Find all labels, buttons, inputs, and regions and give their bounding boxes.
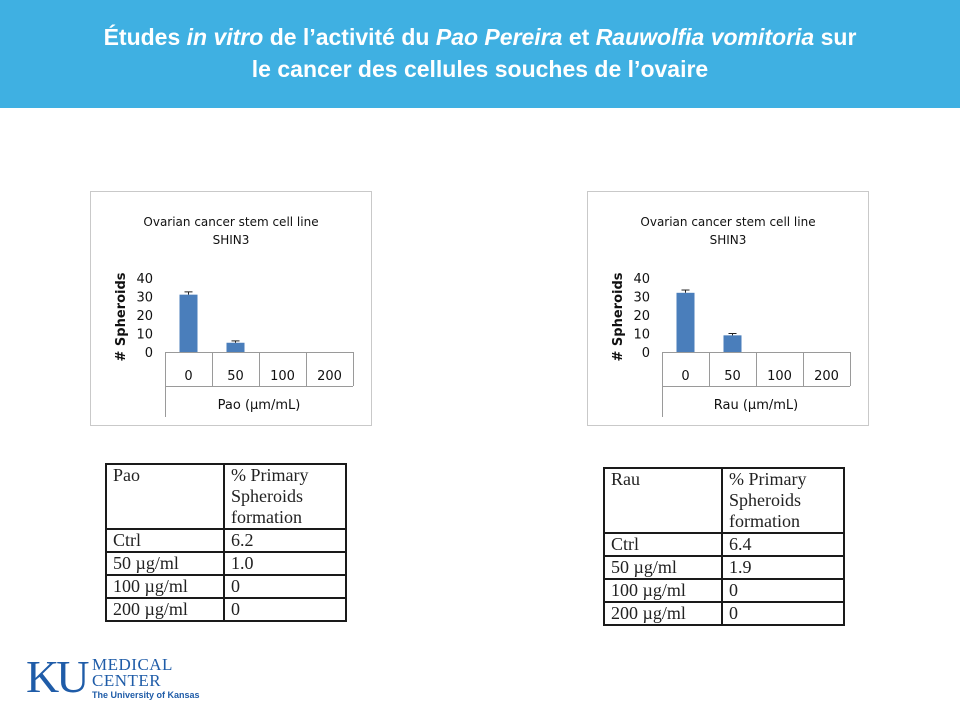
spheroid-formation-cell: 0 (721, 601, 845, 626)
table-header-row: Rau% Primary Spheroids formation (603, 467, 845, 534)
y-axis-label: # Spheroids (114, 272, 129, 361)
x-tick-label: 0 (184, 369, 192, 384)
y-tick-label: 40 (136, 272, 153, 287)
treatment-column-header: Rau (603, 467, 723, 534)
treatment-cell: 100 µg/ml (603, 578, 723, 603)
y-tick-label: 10 (136, 328, 153, 343)
spheroid-formation-cell: 6.2 (223, 528, 347, 553)
spheroid-formation-cell: 0 (223, 574, 347, 599)
pao-chart-panel: Ovarian cancer stem cell line SHIN3 0 10 20 3… (90, 191, 372, 426)
y-tick-label: 0 (145, 346, 153, 361)
y-tick-label: 10 (633, 328, 650, 343)
ku-logo-mark: KU (26, 651, 89, 702)
x-axis-label: Pao (µm/mL) (218, 398, 301, 413)
y-tick-label: 0 (642, 346, 650, 361)
y-tick-label: 30 (136, 291, 153, 306)
spheroid-formation-cell: 1.0 (223, 551, 347, 576)
y-tick-label: 20 (136, 309, 153, 324)
spheroid-formation-cell: 0 (721, 578, 845, 603)
table-row: 50 µg/ml 1.9 (603, 555, 845, 580)
rau-spheroid-table: Rau% Primary Spheroids formation Ctrl 6.4 5… (603, 467, 845, 626)
x-axis-label: Rau (µm/mL) (714, 398, 798, 413)
spheroid-formation-cell: 1.9 (721, 555, 845, 580)
rau-chart-panel: Ovarian cancer stem cell line SHIN3 0 10 20 3… (587, 191, 869, 426)
x-tick-label: 200 (814, 369, 839, 384)
chart-subtitle: SHIN3 (213, 233, 250, 247)
y-axis-label: # Spheroids (611, 272, 626, 361)
x-tick-label: 50 (724, 369, 741, 384)
treatment-cell: 50 µg/ml (105, 551, 225, 576)
treatment-cell: 200 µg/ml (105, 597, 225, 622)
y-tick-label: 20 (633, 309, 650, 324)
ku-medical-center-logo: KU MEDICAL CENTER The University of Kans… (26, 651, 206, 704)
x-tick-label: 50 (227, 369, 244, 384)
bar (179, 294, 198, 352)
logo-wordmark: MEDICAL CENTER (92, 655, 173, 690)
x-tick-label: 0 (681, 369, 689, 384)
table-row: Ctrl 6.2 (105, 528, 347, 553)
treatment-cell: 100 µg/ml (105, 574, 225, 599)
treatment-cell: 50 µg/ml (603, 555, 723, 580)
chart-title: Ovarian cancer stem cell line (640, 215, 815, 229)
table-row: 50 µg/ml 1.0 (105, 551, 347, 576)
x-tick-label: 100 (270, 369, 295, 384)
table-row: Ctrl 6.4 (603, 532, 845, 557)
title-banner: Études in vitro de l’activité du Pao Per… (0, 0, 960, 108)
chart-title: Ovarian cancer stem cell line (143, 215, 318, 229)
pao-spheroid-table: Pao% Primary Spheroids formation Ctrl 6.2 5… (105, 463, 347, 622)
bar (226, 342, 245, 352)
y-tick-label: 30 (633, 291, 650, 306)
treatment-cell: Ctrl (105, 528, 225, 553)
page-title-line-1: Études in vitro de l’activité du Pao Per… (103, 24, 857, 50)
table-row: 200 µg/ml 0 (105, 597, 347, 622)
spheroid-formation-cell: 0 (223, 597, 347, 622)
bar-chart: Ovarian cancer stem cell line SHIN3 0 10 20 3… (611, 215, 851, 417)
spheroid-formation-cell: 6.4 (721, 532, 845, 557)
bar (723, 335, 742, 352)
table-row: 100 µg/ml 0 (603, 578, 845, 603)
chart-subtitle: SHIN3 (710, 233, 747, 247)
spheroid-formation-column-header: % Primary Spheroids formation (223, 463, 347, 530)
x-tick-label: 100 (767, 369, 792, 384)
table-row: 200 µg/ml 0 (603, 601, 845, 626)
treatment-cell: Ctrl (603, 532, 723, 557)
logo-university-name: The University of Kansas (92, 690, 200, 700)
treatment-column-header: Pao (105, 463, 225, 530)
spheroid-formation-column-header: % Primary Spheroids formation (721, 467, 845, 534)
table-row: 100 µg/ml 0 (105, 574, 347, 599)
x-tick-label: 200 (317, 369, 342, 384)
bar-chart: Ovarian cancer stem cell line SHIN3 0 10 20 3… (114, 215, 354, 417)
page-title-line-2: le cancer des cellules souches de l’ovai… (251, 56, 709, 82)
table-header-row: Pao% Primary Spheroids formation (105, 463, 347, 530)
treatment-cell: 200 µg/ml (603, 601, 723, 626)
y-tick-label: 40 (633, 272, 650, 287)
bar (676, 292, 695, 352)
